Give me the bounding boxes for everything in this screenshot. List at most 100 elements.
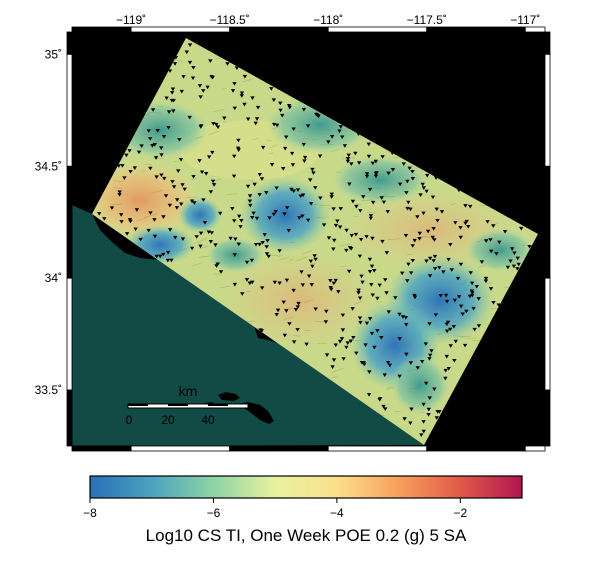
site-marker bbox=[275, 308, 281, 313]
site-marker bbox=[472, 327, 477, 332]
site-marker bbox=[446, 257, 451, 262]
latitude-label: 34.5˚ bbox=[35, 159, 62, 173]
scale-bar-segment bbox=[168, 404, 188, 406]
site-marker bbox=[403, 315, 409, 320]
site-marker bbox=[468, 271, 473, 275]
site-marker bbox=[187, 60, 193, 65]
site-marker bbox=[427, 322, 432, 326]
site-marker bbox=[470, 291, 475, 295]
site-marker bbox=[211, 122, 216, 126]
site-marker bbox=[231, 174, 237, 179]
site-marker bbox=[242, 74, 248, 79]
site-marker bbox=[383, 407, 388, 412]
site-marker bbox=[338, 125, 344, 129]
site-marker bbox=[311, 171, 316, 175]
site-marker bbox=[309, 283, 314, 287]
frame-bar-right bbox=[544, 53, 551, 167]
site-marker bbox=[259, 177, 265, 181]
site-marker bbox=[402, 417, 407, 421]
site-marker bbox=[382, 373, 387, 377]
site-marker bbox=[353, 232, 359, 237]
site-marker bbox=[162, 176, 167, 181]
ocean-fill bbox=[72, 205, 424, 446]
site-marker bbox=[282, 146, 288, 151]
site-marker bbox=[240, 292, 245, 296]
site-marker bbox=[158, 254, 163, 259]
site-marker bbox=[385, 210, 390, 214]
site-marker bbox=[370, 236, 375, 241]
site-marker bbox=[192, 201, 197, 205]
site-marker bbox=[512, 251, 517, 256]
site-marker bbox=[384, 251, 390, 255]
site-marker bbox=[368, 216, 374, 221]
site-marker bbox=[179, 89, 184, 94]
site-marker bbox=[362, 362, 367, 367]
site-marker bbox=[313, 257, 318, 262]
site-marker bbox=[289, 187, 294, 192]
site-marker bbox=[323, 320, 329, 324]
site-marker bbox=[191, 65, 196, 70]
frame-bar-bottom bbox=[229, 445, 329, 452]
site-marker bbox=[432, 238, 437, 242]
latitude-label: 34˚ bbox=[45, 271, 62, 285]
site-marker bbox=[435, 218, 440, 223]
frame-bar-top bbox=[426, 26, 526, 33]
site-marker bbox=[359, 274, 364, 279]
site-marker bbox=[274, 186, 279, 191]
site-marker bbox=[293, 308, 299, 312]
site-marker bbox=[337, 225, 343, 230]
site-marker bbox=[366, 154, 372, 159]
site-marker bbox=[210, 150, 215, 155]
site-marker bbox=[189, 199, 195, 204]
site-marker bbox=[432, 267, 438, 271]
site-marker bbox=[248, 203, 253, 208]
site-marker bbox=[189, 246, 195, 251]
site-marker bbox=[148, 137, 153, 141]
site-marker bbox=[430, 235, 435, 240]
frame-bar-bottom bbox=[71, 445, 132, 452]
site-marker bbox=[132, 166, 138, 171]
site-marker bbox=[421, 211, 426, 216]
site-marker bbox=[360, 280, 365, 285]
site-marker bbox=[153, 156, 159, 160]
site-marker bbox=[244, 278, 250, 282]
site-marker bbox=[97, 212, 102, 216]
site-marker bbox=[257, 173, 262, 177]
site-marker bbox=[205, 85, 210, 90]
site-marker bbox=[249, 258, 255, 263]
site-marker bbox=[260, 241, 265, 245]
scale-bar-tick-40: 40 bbox=[201, 413, 215, 427]
site-marker bbox=[337, 339, 343, 344]
colorbar-ticks: −8 −6 −4 −2 bbox=[83, 498, 467, 520]
site-marker bbox=[354, 351, 359, 356]
site-marker bbox=[408, 361, 414, 365]
site-marker bbox=[439, 210, 445, 214]
site-marker bbox=[167, 69, 173, 73]
site-marker bbox=[232, 106, 238, 111]
site-marker bbox=[291, 127, 296, 132]
site-marker bbox=[272, 280, 278, 285]
frame-bar-left bbox=[66, 31, 73, 55]
site-marker bbox=[332, 238, 337, 243]
site-marker bbox=[166, 110, 172, 114]
site-marker bbox=[178, 158, 184, 162]
site-marker bbox=[399, 271, 405, 276]
site-marker bbox=[340, 135, 345, 140]
site-marker bbox=[400, 315, 406, 319]
site-marker bbox=[463, 204, 468, 208]
site-marker bbox=[425, 173, 430, 178]
site-marker bbox=[456, 295, 462, 299]
site-marker bbox=[345, 157, 351, 161]
site-marker bbox=[134, 208, 140, 212]
site-marker bbox=[239, 218, 244, 223]
frame-bar-top bbox=[327, 26, 428, 33]
site-marker bbox=[218, 270, 224, 274]
colorbar: −8 −6 −4 −2 Log10 CS TI, One Week POE 0.2 (… bbox=[83, 475, 523, 545]
site-marker bbox=[119, 213, 124, 217]
site-marker bbox=[209, 231, 214, 235]
site-marker bbox=[295, 328, 300, 332]
site-marker bbox=[222, 116, 227, 121]
site-marker bbox=[330, 365, 335, 369]
site-marker bbox=[479, 260, 485, 264]
site-marker bbox=[298, 194, 303, 199]
